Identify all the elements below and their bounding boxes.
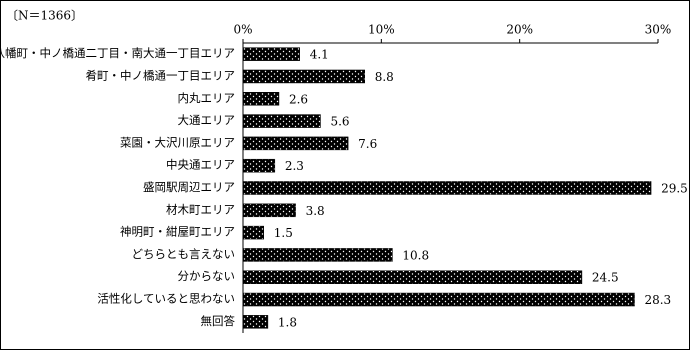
value-label: 1.8 (278, 315, 297, 329)
annotation: 〔N＝1366〕 (6, 9, 83, 23)
value-label: 1.5 (274, 226, 293, 240)
bar (242, 315, 269, 329)
y-tick-label: 八幡町・中ノ橋通二丁目・南大通一丁目エリア (0, 46, 235, 60)
y-tick-label: 菜園・大沢川原エリア (120, 135, 235, 149)
y-tick-label: 分からない (178, 269, 236, 283)
value-label: 10.8 (402, 248, 429, 262)
x-tick-label: 0% (233, 23, 252, 37)
bar (242, 158, 276, 173)
value-label: 28.3 (644, 293, 671, 307)
bar (242, 47, 300, 61)
value-label: 3.8 (306, 204, 325, 218)
bar (242, 114, 321, 128)
y-tick-label: 中央通エリア (166, 158, 235, 172)
x-tick-label: 10% (368, 23, 395, 37)
bar (242, 292, 635, 307)
y-tick-label: 肴町・中ノ橋通一丁目エリア (86, 68, 236, 82)
value-label: 29.5 (661, 182, 688, 196)
y-tick-label: 活性化していると思わない (97, 292, 235, 306)
y-tick-label: 材木町エリア (166, 202, 235, 216)
value-label: 8.8 (375, 70, 394, 84)
y-tick-label: 内丸エリア (178, 91, 236, 105)
bar (242, 248, 393, 262)
y-tick-label: 大通エリア (178, 113, 236, 127)
value-label: 5.6 (330, 115, 349, 129)
bar (242, 136, 349, 151)
bar (242, 69, 365, 84)
bar (242, 270, 583, 284)
x-tick-label: 30% (645, 23, 672, 37)
y-tick-label: 神明町・紺屋町エリア (120, 225, 235, 239)
value-label: 7.6 (358, 137, 377, 151)
bar (242, 225, 264, 240)
value-label: 2.6 (289, 92, 308, 106)
y-tick-label: 無回答 (201, 314, 236, 328)
y-tick-label: 盛岡駅周辺エリア (143, 180, 235, 194)
value-label: 4.1 (310, 48, 329, 62)
bar (242, 181, 652, 195)
bar (242, 203, 296, 218)
value-label: 2.3 (285, 159, 304, 173)
y-tick-label: どちらとも言えない (132, 247, 236, 261)
bar (242, 92, 280, 106)
value-label: 24.5 (592, 271, 619, 285)
x-tick-label: 20% (506, 23, 533, 37)
